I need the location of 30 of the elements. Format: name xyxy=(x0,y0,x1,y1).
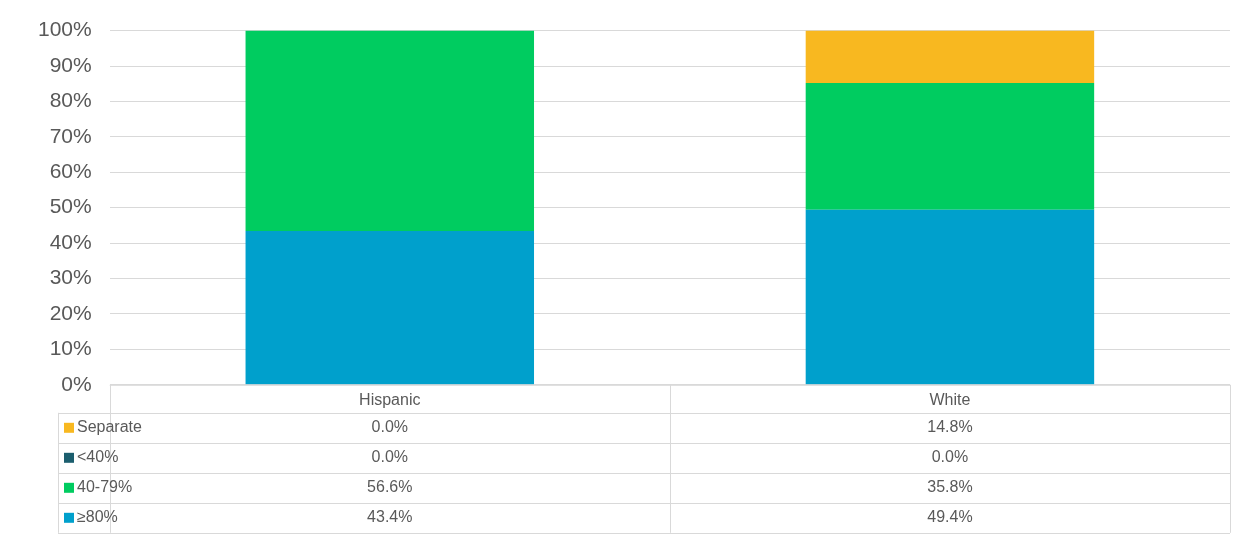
y-tick-label: 60% xyxy=(49,159,92,183)
y-tick-label: 70% xyxy=(49,123,92,147)
y-tick-label: 80% xyxy=(49,88,92,112)
y-tick-label: 0% xyxy=(61,371,92,395)
data-label: 35.8% xyxy=(927,478,973,496)
y-tick-label: 100% xyxy=(37,17,92,41)
y-tick-label: 10% xyxy=(49,336,92,360)
x-tick-label: Hispanic xyxy=(359,390,421,408)
data-label: 43.4% xyxy=(367,508,413,526)
x-tick-label: White xyxy=(929,390,971,408)
legend-label: ≥80% xyxy=(77,508,118,526)
data-label: 56.6% xyxy=(367,478,413,496)
legend-label: <40% xyxy=(77,448,119,466)
y-tick-label: 50% xyxy=(49,194,92,218)
legend-label: 40-79% xyxy=(77,478,133,496)
data-label: 14.8% xyxy=(927,418,973,436)
y-tick-label: 90% xyxy=(49,52,92,76)
legend-label: Separate xyxy=(77,418,143,436)
bar xyxy=(805,209,1095,385)
data-label: 0.0% xyxy=(371,448,409,466)
data-label: 0.0% xyxy=(931,448,969,466)
y-tick-label: 40% xyxy=(49,229,92,253)
bar xyxy=(245,231,535,385)
y-tick-label: 20% xyxy=(49,300,92,324)
data-label: 49.4% xyxy=(927,508,973,526)
y-tick-label: 30% xyxy=(49,265,92,289)
data-label: 0.0% xyxy=(371,418,409,436)
bar xyxy=(245,30,535,232)
bar xyxy=(805,30,1095,84)
bar xyxy=(805,83,1095,210)
